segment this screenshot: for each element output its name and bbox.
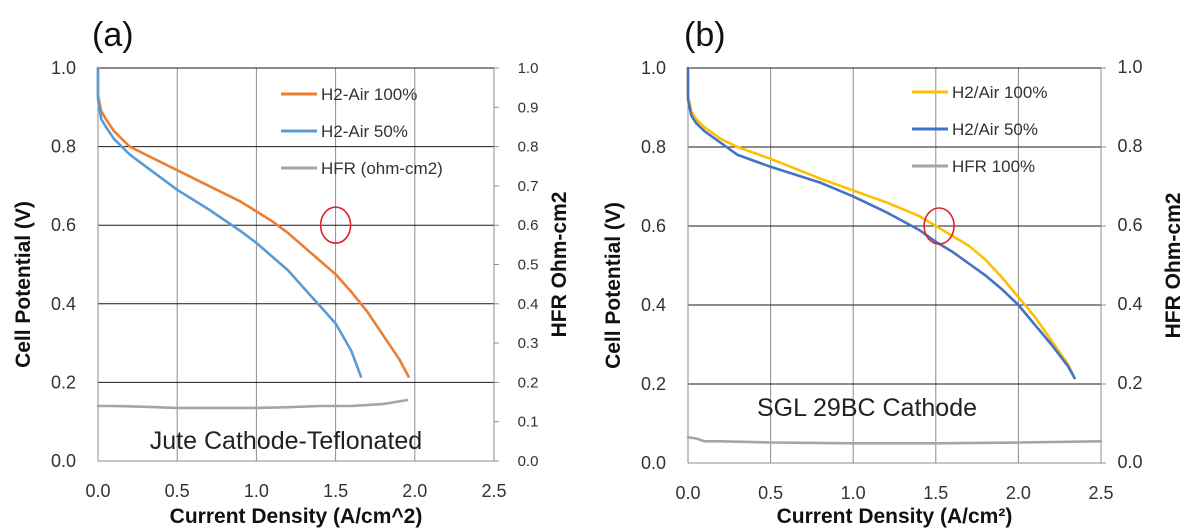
x-axis-title: Current Density (A/cm²) [777,505,1013,528]
y-tick-label: 1.0 [641,58,666,78]
y2-tick-label: 0.6 [1117,215,1142,235]
highlight-circle [923,207,955,245]
y2-tick-label: 0.5 [518,257,539,274]
y2-tick-label: 0.2 [518,374,539,391]
y2-tick-label: 0.6 [518,217,539,234]
chart-annotation: SGL 29BC Cathode [757,394,977,422]
series-line [96,66,410,378]
y-tick-label: 0.2 [51,372,76,392]
y2-tick-label: 1.0 [1117,57,1142,77]
legend-entry: HFR (ohm-cm2) [321,159,443,178]
y-tick-label: 0.2 [641,374,666,394]
y-tick-label: 0.0 [51,451,76,471]
y-tick-label: 0.8 [51,137,76,157]
y2-tick-label: 1.0 [518,60,539,77]
y-tick-label: 0.4 [51,294,76,314]
y2-axis-title: HFR Ohm-cm2 [548,192,571,338]
y2-tick-label: 0.8 [518,139,539,156]
x-axis-title: Current Density (A/cm^2) [170,505,423,528]
x-tick-label: 2.0 [1006,483,1031,503]
x-tick-label: 0.0 [675,483,700,503]
y-tick-label: 0.6 [51,215,76,235]
series-line [686,435,1103,445]
y-tick-label: 0.6 [641,216,666,236]
y2-tick-label: 0.3 [518,335,539,352]
y-axis-title: Cell Potential (V) [12,201,35,368]
x-tick-label: 0.5 [758,483,783,503]
legend-entry: H2-Air 50% [321,122,408,141]
x-tick-label: 2.5 [481,481,506,501]
legend-entry: H2/Air 50% [952,120,1038,139]
y-axis-title: Cell Potential (V) [602,202,625,369]
y2-tick-label: 0.7 [518,178,539,195]
x-tick-label: 1.0 [841,483,866,503]
y2-tick-label: 0.9 [518,99,539,116]
panel-label: (a) [92,16,134,54]
series-line [686,66,1076,380]
x-tick-label: 2.5 [1088,483,1113,503]
y2-tick-label: 0.4 [1117,294,1142,314]
x-tick-label: 1.5 [323,481,348,501]
legend-entry: HFR 100% [952,157,1035,176]
y2-tick-label: 0.1 [518,414,539,431]
x-tick-label: 0.0 [85,481,110,501]
y-tick-label: 1.0 [51,58,76,78]
y-tick-label: 0.0 [641,453,666,473]
chart-annotation: Jute Cathode-Teflonated [150,427,422,455]
y2-tick-label: 0.8 [1117,136,1142,156]
y2-tick-label: 0.2 [1117,373,1142,393]
y2-tick-label: 0.0 [518,453,539,470]
y2-tick-label: 0.4 [518,296,539,313]
y2-axis-title: HFR Ohm-cm2 [1162,193,1185,339]
x-tick-label: 2.0 [402,481,427,501]
legend-entry: H2/Air 100% [952,83,1047,102]
x-tick-label: 1.5 [923,483,948,503]
series-line [96,398,409,410]
series-line [686,66,1076,380]
highlight-circle [319,206,352,244]
panel-label: (b) [684,16,726,54]
legend-entry: H2-Air 100% [321,85,417,104]
y-tick-label: 0.8 [641,137,666,157]
x-tick-label: 1.0 [244,481,269,501]
y2-tick-label: 0.0 [1117,452,1142,472]
x-tick-label: 0.5 [165,481,190,501]
series-line [96,66,363,378]
y-tick-label: 0.4 [641,295,666,315]
